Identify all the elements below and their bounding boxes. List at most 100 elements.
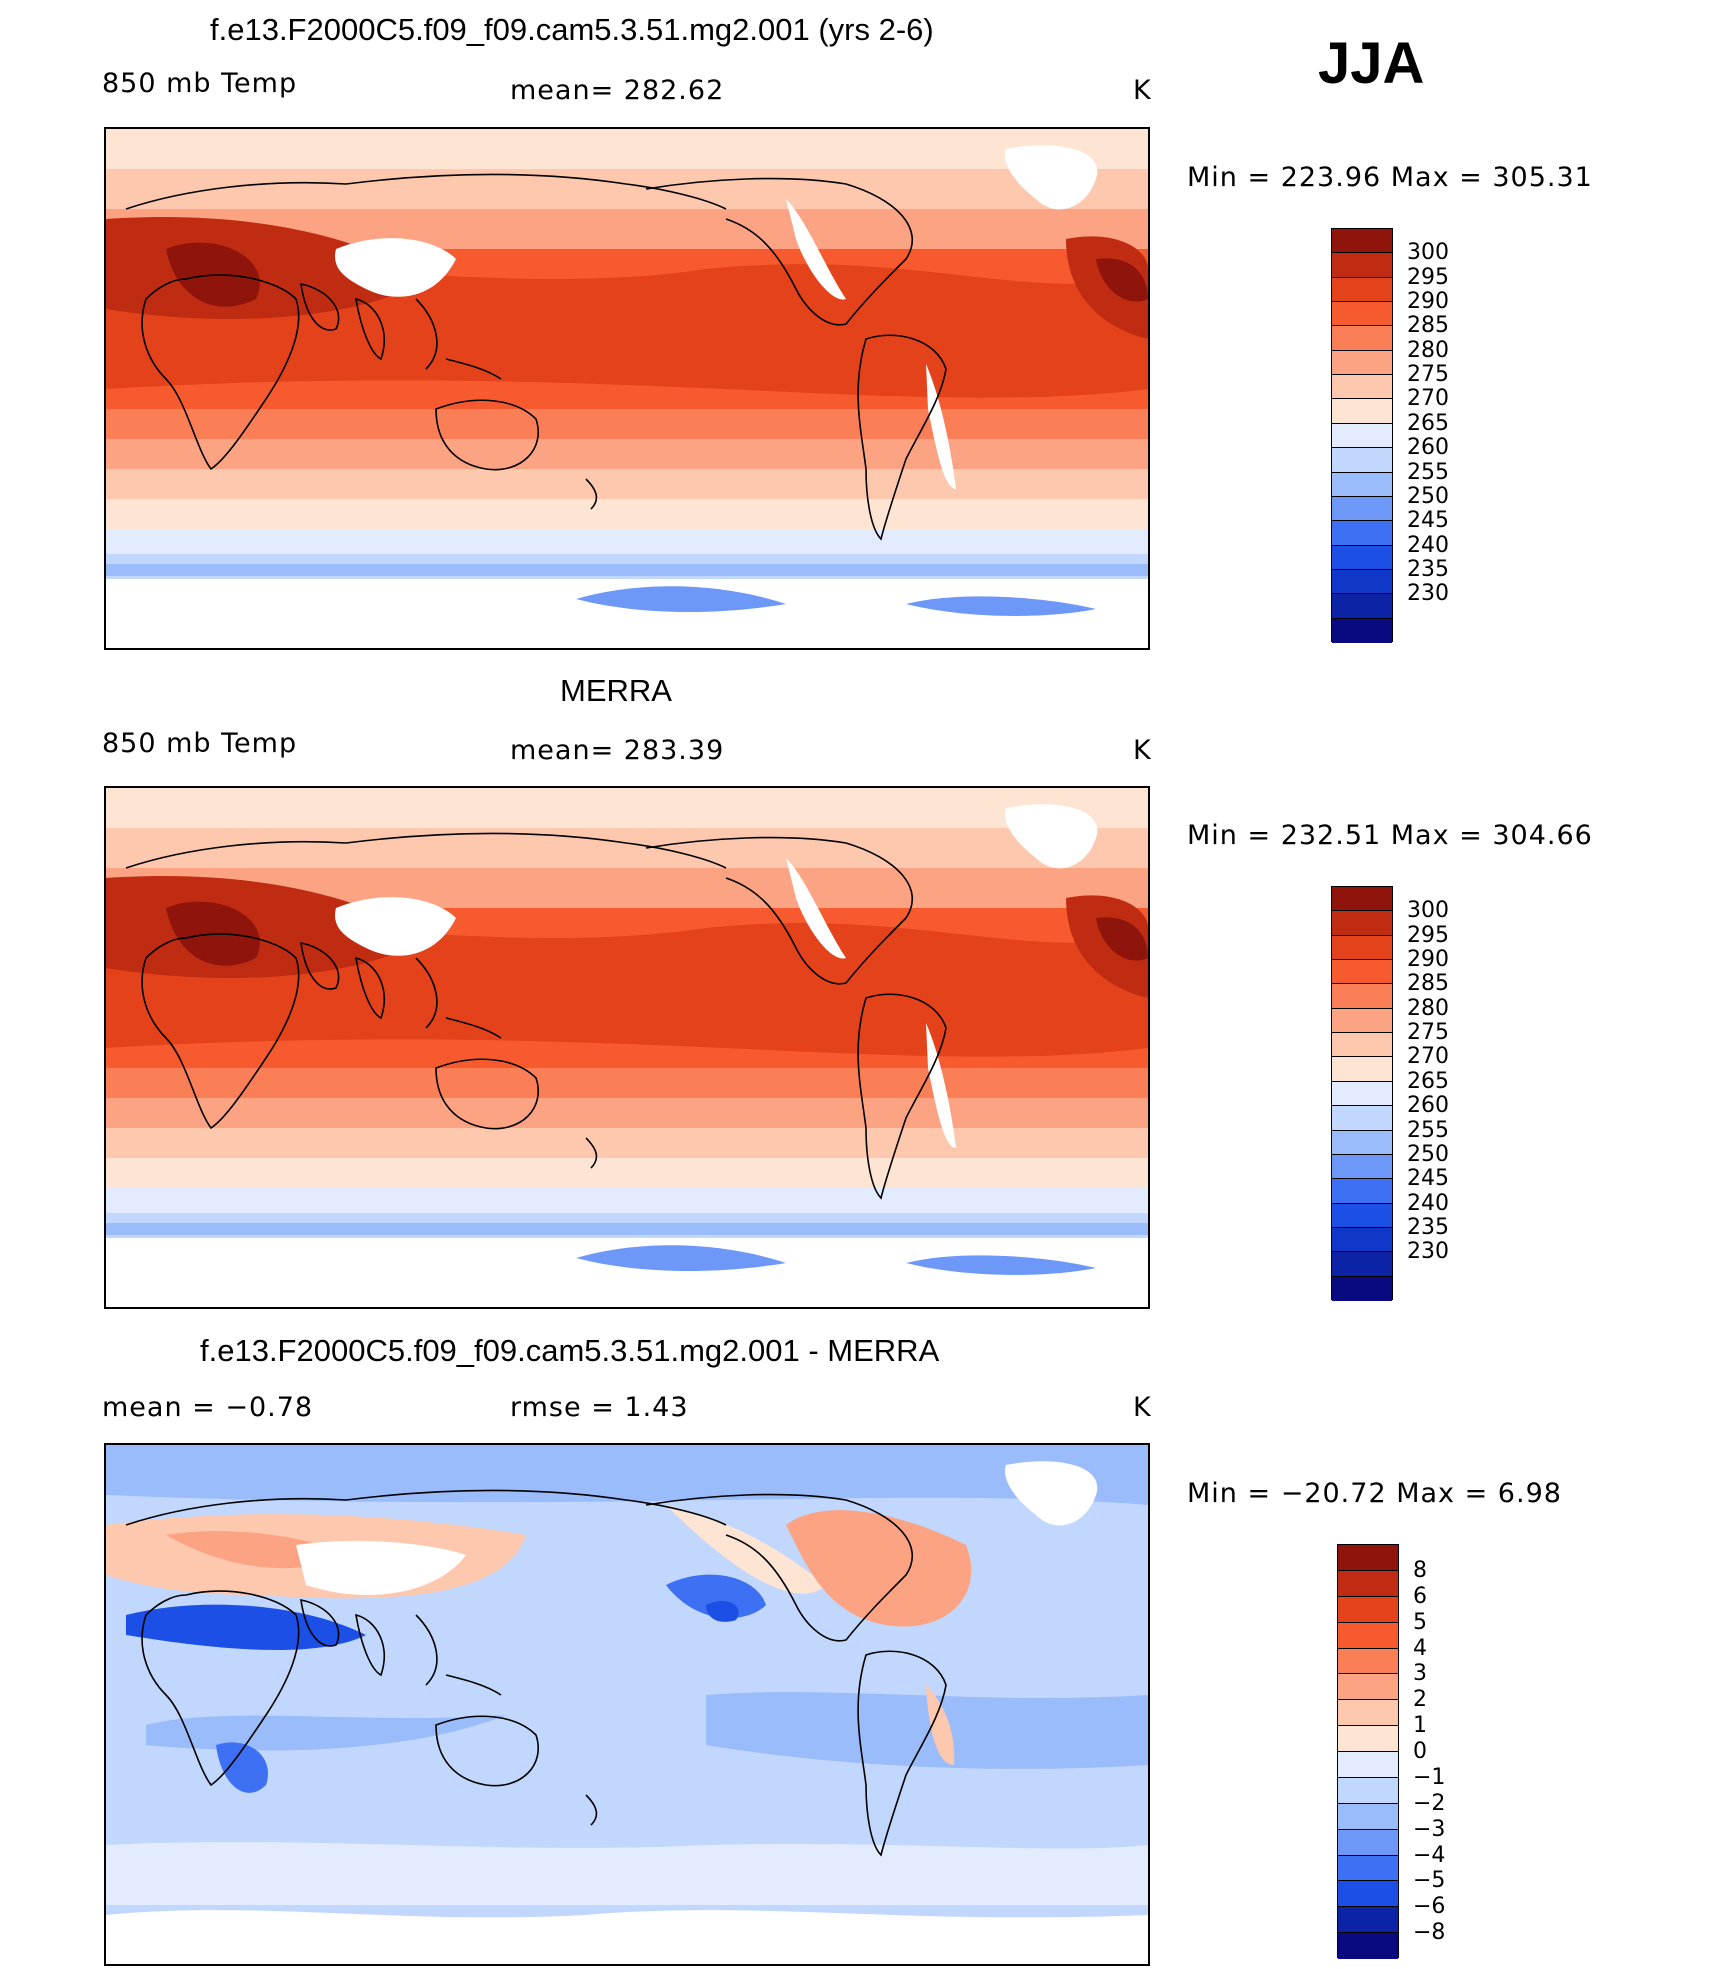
temperature-region (786, 1510, 972, 1627)
colorbar-segment (1338, 1777, 1398, 1804)
colorbar-segment (1332, 1130, 1392, 1155)
colorbar-label: 2 (1413, 1687, 1427, 1713)
colorbar-segment (1332, 253, 1392, 278)
panel-mean-label-obs: mean= 283.39 (510, 735, 725, 766)
coastline-path (415, 957, 502, 1039)
colorbar-label: 300 (1407, 898, 1449, 924)
colorbar-label: −2 (1413, 1790, 1446, 1816)
colorbar-label: 4 (1413, 1635, 1427, 1661)
colorbar-label: 240 (1407, 532, 1449, 558)
panel-title-diff: f.e13.F2000C5.f09_f09.cam5.3.51.mg2.001 … (200, 1333, 940, 1368)
colorbar-label: 285 (1407, 313, 1449, 339)
temperature-region (1096, 258, 1148, 302)
latitude-band (106, 409, 1148, 439)
colorbar-segment (1332, 472, 1392, 497)
coastline-path (585, 1794, 598, 1826)
coastline-path (585, 1137, 598, 1169)
colorbar-segment (1332, 423, 1392, 449)
coastline-path (645, 1493, 913, 1642)
coastline-path (125, 832, 727, 869)
temperature-region (1096, 917, 1148, 961)
colorbar-segment (1338, 1803, 1398, 1830)
colorbar-segment (1332, 984, 1392, 1009)
temperature-region (296, 1540, 466, 1595)
colorbar-label: 255 (1407, 1117, 1449, 1143)
colorbar-segment (1338, 1648, 1398, 1675)
temperature-region (106, 1910, 1148, 1964)
colorbar-label: 270 (1407, 386, 1449, 412)
colorbar-segment (1332, 399, 1392, 424)
colorbar-label: 280 (1407, 337, 1449, 363)
coastline-path (300, 1598, 340, 1647)
colorbar-segment (1338, 1855, 1398, 1882)
colorbar-label: 285 (1407, 971, 1449, 997)
colorbar-label: −8 (1413, 1920, 1446, 1946)
colorbar-label: 295 (1407, 264, 1449, 290)
coastlines (125, 1489, 947, 1857)
colorbar-segment (1332, 1252, 1392, 1277)
coastline-path (585, 478, 598, 510)
temperature-region (926, 1685, 955, 1765)
colorbar-label: 265 (1407, 1068, 1449, 1094)
colorbar-label: 290 (1407, 289, 1449, 315)
colorbar-label: 230 (1407, 581, 1449, 607)
colorbar-label: 6 (1413, 1583, 1427, 1609)
minmax-diff: Min = −20.72 Max = 6.98 (1187, 1478, 1562, 1509)
coastline-path (645, 177, 913, 326)
colorbar-label: 250 (1407, 1141, 1449, 1167)
colorbar-segment (1332, 1057, 1392, 1082)
colorbar-label: 270 (1407, 1044, 1449, 1070)
colorbar-segment (1338, 1570, 1398, 1597)
coastline-path (857, 993, 947, 1200)
colorbar-segment (1332, 350, 1392, 376)
map-diff (104, 1443, 1150, 1966)
temperature-region (666, 1505, 826, 1594)
temperature-region (106, 1842, 1148, 1905)
temperature-region (926, 1023, 956, 1148)
colorbar-segment (1332, 302, 1392, 327)
colorbar-label: −4 (1413, 1842, 1446, 1868)
panel-rmse-label-diff: rmse = 1.43 (510, 1392, 689, 1423)
colorbar-segment (1332, 1227, 1392, 1253)
colorbar-label: 0 (1413, 1739, 1427, 1764)
panel-title-model: f.e13.F2000C5.f09_f09.cam5.3.51.mg2.001 … (210, 12, 934, 47)
colorbar-label: 235 (1407, 1214, 1449, 1240)
colorbar-label: 275 (1407, 362, 1449, 388)
colorbar-segment (1338, 1545, 1398, 1571)
temperature-region (1005, 1461, 1098, 1526)
colorbar-label: 8 (1413, 1557, 1427, 1583)
coastline-path (355, 1613, 385, 1677)
colorbar-label: 295 (1407, 922, 1449, 948)
latitude-band (106, 1128, 1148, 1158)
coastline-path (857, 1650, 947, 1857)
coastlines (125, 832, 947, 1200)
colorbar-label: −3 (1413, 1816, 1446, 1842)
colorbar-label: 265 (1407, 410, 1449, 436)
temperature-region (1005, 145, 1098, 210)
latitude-band (106, 169, 1148, 209)
colorbar-label: 260 (1407, 1093, 1449, 1119)
coastline-path (141, 933, 300, 1130)
colorbar-segment (1332, 1154, 1392, 1180)
coastline-path (355, 956, 385, 1020)
colorbar-label: −1 (1413, 1764, 1446, 1790)
colorbar-label: 275 (1407, 1020, 1449, 1046)
temperature-region (666, 1574, 766, 1619)
latitude-band (106, 129, 1148, 169)
temperature-region (906, 596, 1096, 616)
colorbar-label: −5 (1413, 1868, 1446, 1894)
colorbar-label: 245 (1407, 508, 1449, 534)
minmax-obs: Min = 232.51 Max = 304.66 (1187, 820, 1593, 851)
coastline-path (645, 836, 913, 985)
colorbar-segment (1332, 1081, 1392, 1107)
coastline-path (435, 399, 539, 471)
coastline-path (435, 1715, 539, 1787)
colorbar-segment (1332, 448, 1392, 473)
latitude-band (106, 1158, 1148, 1188)
colorbar-segment (1332, 594, 1392, 619)
colorbar-segment (1332, 911, 1392, 936)
minmax-model: Min = 223.96 Max = 305.31 (1187, 162, 1593, 193)
colorbar-segment (1332, 326, 1392, 351)
latitude-band (106, 499, 1148, 529)
temperature-region (106, 1253, 1148, 1307)
